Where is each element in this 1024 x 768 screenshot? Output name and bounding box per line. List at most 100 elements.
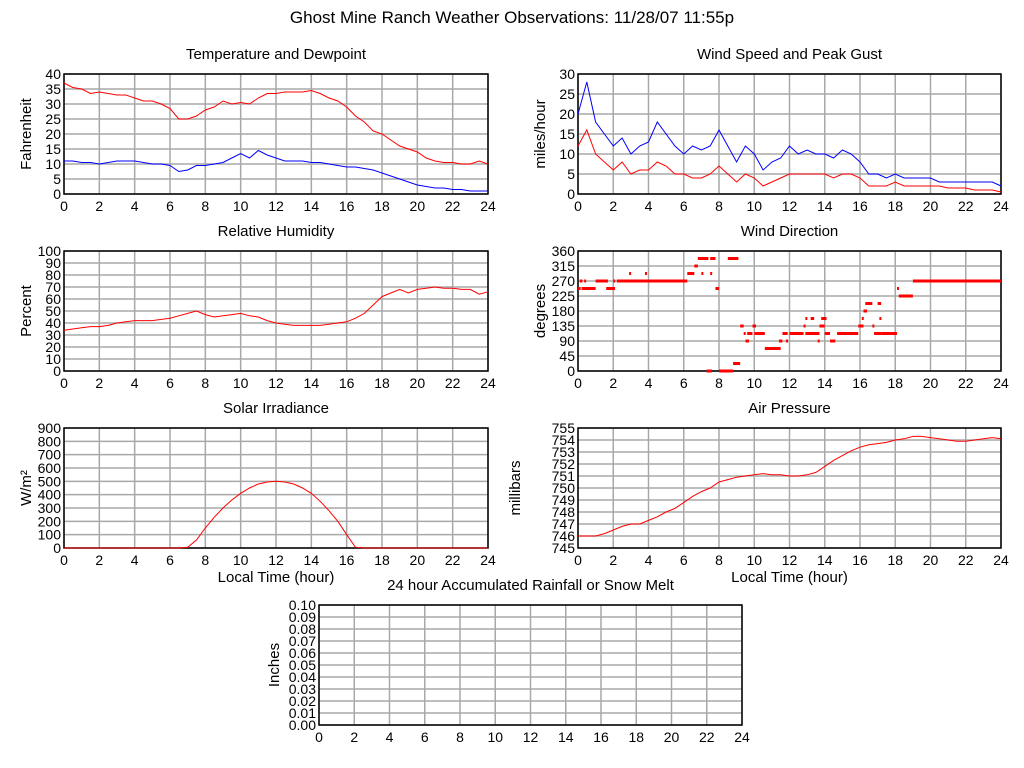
y-tick-label: 748	[552, 504, 576, 520]
direction-point	[782, 332, 788, 335]
x-tick-label: 2	[350, 729, 358, 745]
chart-title: Temperature and Dewpoint	[186, 46, 367, 63]
x-tick-label: 16	[852, 552, 868, 568]
x-tick-label: 8	[715, 552, 723, 568]
x-tick-label: 14	[304, 198, 320, 214]
y-tick-label: 135	[552, 318, 576, 334]
direction-point	[697, 257, 709, 260]
y-tick-label: 50	[45, 303, 61, 319]
series-line-0	[63, 82, 489, 165]
x-tick-label: 6	[166, 375, 174, 391]
x-tick-label: 12	[523, 729, 539, 745]
direction-point	[817, 339, 820, 343]
direction-point	[687, 272, 695, 275]
y-tick-label: 90	[559, 333, 575, 349]
direction-point	[858, 324, 864, 328]
x-tick-label: 0	[574, 198, 582, 214]
x-tick-label: 20	[410, 198, 426, 214]
y-tick-label: 0.03	[289, 681, 316, 697]
chart-title: Relative Humidity	[218, 223, 335, 240]
y-tick-label: 745	[552, 540, 576, 556]
direction-point	[743, 332, 746, 335]
x-tick-label: 8	[715, 198, 723, 214]
x-tick-label: 20	[410, 552, 426, 568]
x-tick-label: 24	[480, 198, 496, 214]
x-tick-label: 6	[421, 729, 429, 745]
direction-point	[861, 317, 864, 320]
x-tick-label: 10	[746, 375, 762, 391]
y-tick-label: 0.04	[289, 669, 316, 685]
x-tick-label: 24	[993, 552, 1009, 568]
direction-point	[879, 317, 882, 320]
x-tick-label: 0	[60, 375, 68, 391]
y-axis-label: Inches	[266, 643, 283, 687]
chart-title: Air Pressure	[748, 400, 831, 417]
x-tick-label: 14	[817, 375, 833, 391]
x-tick-label: 8	[201, 198, 209, 214]
y-axis-label: miles/hour	[532, 99, 549, 168]
y-tick-label: 0.10	[289, 597, 316, 613]
chart-title: 24 hour Accumulated Rainfall or Snow Mel…	[387, 577, 675, 594]
series-line-0	[64, 480, 488, 549]
y-tick-label: 0.06	[289, 645, 316, 661]
y-tick-label: 45	[559, 348, 575, 364]
y-tick-label: 5	[567, 166, 575, 182]
y-tick-label: 0.08	[289, 621, 316, 637]
plot-frame	[577, 73, 1002, 195]
x-tick-label: 16	[339, 198, 355, 214]
x-tick-label: 10	[746, 552, 762, 568]
x-tick-label: 0	[574, 552, 582, 568]
x-tick-label: 22	[958, 375, 974, 391]
direction-point	[810, 317, 815, 320]
x-tick-label: 10	[233, 198, 249, 214]
page-title: Ghost Mine Ranch Weather Observations: 1…	[290, 8, 734, 27]
plot-frame	[63, 73, 489, 195]
direction-point	[727, 257, 739, 260]
direction-point	[579, 279, 583, 283]
direction-point	[819, 324, 825, 328]
y-tick-label: 400	[38, 487, 62, 503]
x-tick-label: 10	[233, 552, 249, 568]
direction-point	[606, 287, 616, 290]
x-tick-label: 20	[923, 198, 939, 214]
x-tick-label: 16	[339, 375, 355, 391]
y-tick-label: 500	[38, 473, 62, 489]
x-tick-label: 14	[558, 729, 574, 745]
y-tick-label: 600	[38, 460, 62, 476]
direction-point	[644, 272, 647, 275]
x-tick-label: 24	[993, 198, 1009, 214]
y-tick-label: 20	[559, 106, 575, 122]
series-line-1	[64, 149, 488, 192]
y-tick-label: 10	[559, 146, 575, 162]
x-tick-label: 16	[339, 552, 355, 568]
x-tick-label: 24	[480, 552, 496, 568]
x-tick-label: 6	[166, 552, 174, 568]
series-line-0	[577, 81, 1002, 187]
x-tick-label: 4	[386, 729, 394, 745]
y-tick-label: 100	[38, 527, 62, 543]
direction-point	[789, 332, 804, 335]
x-tick-label: 4	[645, 552, 653, 568]
x-tick-label: 18	[887, 552, 903, 568]
direction-point	[824, 332, 831, 335]
x-tick-label: 22	[958, 552, 974, 568]
y-tick-label: 25	[45, 111, 61, 127]
y-tick-label: 746	[552, 528, 576, 544]
direction-point	[581, 287, 596, 290]
y-tick-label: 749	[552, 492, 576, 508]
y-tick-label: 30	[45, 96, 61, 112]
x-tick-label: 2	[95, 375, 103, 391]
y-tick-label: 270	[552, 273, 576, 289]
direction-point	[877, 302, 882, 305]
x-tick-label: 24	[993, 375, 1009, 391]
y-tick-label: 0.07	[289, 633, 316, 649]
x-tick-label: 22	[445, 552, 461, 568]
direction-point	[719, 369, 734, 373]
x-tick-label: 8	[201, 552, 209, 568]
direction-point	[778, 339, 783, 343]
direction-point	[706, 369, 712, 373]
